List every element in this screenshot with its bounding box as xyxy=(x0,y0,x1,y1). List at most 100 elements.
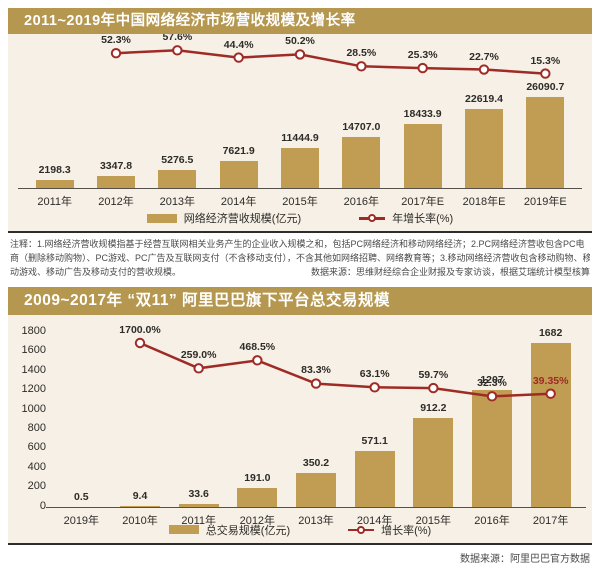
y-axis-tick-label: 400 xyxy=(27,460,46,473)
bar xyxy=(530,342,571,507)
bar-value-label: 18433.9 xyxy=(403,108,442,120)
notes-line-2: 商（删除移动购物）、PC游戏、PC广告及互联网支付（不含移动支付），不含其他如网… xyxy=(10,252,590,263)
bottom-chart-legend: 总交易规模(亿元) 增长率(%) xyxy=(8,522,592,538)
x-axis-label: 2019年 xyxy=(63,514,100,527)
bottom-chart-title: 2009~2017年 “双11” 阿里巴巴旗下平台总交易规模 xyxy=(8,286,592,315)
x-axis-label: 2013年 xyxy=(298,514,334,527)
x-axis-label: 2015年 xyxy=(282,196,318,208)
line-marker xyxy=(294,49,306,60)
bar-value-label: 571.1 xyxy=(361,434,388,447)
notes-block: 注释：1.网络经济营收规模指基于经营互联网相关业务产生的企业收入规模之和，包括P… xyxy=(8,233,592,283)
growth-value-label: 15.3% xyxy=(530,54,561,67)
line-marker xyxy=(193,362,204,374)
bar xyxy=(178,503,219,507)
bar-value-label: 912.2 xyxy=(420,401,447,414)
line-marker xyxy=(428,382,439,394)
line-marker xyxy=(233,52,244,63)
legend-item-growth: 增长率(%) xyxy=(348,522,431,538)
bar-value-label: 26090.7 xyxy=(526,81,565,93)
y-axis-tick-label: 1000 xyxy=(21,402,46,415)
line-marker xyxy=(417,62,428,74)
x-axis-label: 2011年 xyxy=(181,514,216,527)
legend-item-growth: 年增长率(%) xyxy=(359,210,453,226)
legend-growth-label: 增长率(%) xyxy=(381,524,432,537)
bar-value-label: 5276.5 xyxy=(161,154,194,166)
line-marker xyxy=(134,337,146,349)
x-axis-label: 2012年 xyxy=(98,196,134,208)
line-marker xyxy=(369,381,380,393)
bar xyxy=(120,505,160,507)
x-axis-label: 2015年 xyxy=(415,514,452,527)
x-axis-label: 2012年 xyxy=(239,514,276,527)
y-axis-tick-label: 1400 xyxy=(21,363,46,376)
legend-item-revenue: 网络经济营收规模(亿元) xyxy=(146,210,302,226)
x-axis-label: 2016年 xyxy=(474,514,510,527)
bar xyxy=(237,487,278,507)
growth-value-label: 468.5% xyxy=(239,341,276,354)
x-axis-label: 2017年E xyxy=(401,196,445,208)
x-axis-label: 2016年 xyxy=(343,196,380,208)
bar xyxy=(403,124,442,188)
x-axis-label: 2018年E xyxy=(462,196,506,208)
legend-growth-label: 年增长率(%) xyxy=(392,213,454,225)
y-axis-tick-label: 1200 xyxy=(21,383,46,396)
bar-value-label: 191.0 xyxy=(244,471,271,484)
bar xyxy=(296,472,336,507)
legend-gmv-label: 总交易规模(亿元) xyxy=(205,524,291,537)
notes-source: 数据来源：思维财经综合企业财报及专家访谈，根据艾瑞统计模型核算 xyxy=(310,266,590,277)
divider-top xyxy=(8,231,592,233)
y-axis-tick-label: 200 xyxy=(27,480,46,493)
bar xyxy=(472,389,512,507)
bar xyxy=(413,417,454,507)
y-axis-tick-label: 0 xyxy=(39,499,46,512)
bar-value-label: 1682 xyxy=(538,326,563,339)
x-axis-label: 2013年 xyxy=(159,196,196,208)
divider-bottom xyxy=(8,542,592,545)
x-axis-label: 2014年 xyxy=(220,196,257,208)
bar-value-label: 9.4 xyxy=(132,489,148,502)
bar-value-label: 22619.4 xyxy=(465,93,503,105)
growth-value-label: 39.35% xyxy=(532,374,569,387)
bar-swatch-icon xyxy=(146,213,177,223)
top-chart-title: 2011~2019年中国网络经济市场营收规模及增长率 xyxy=(8,8,592,34)
bar-value-label: 3347.8 xyxy=(99,160,133,172)
line-marker xyxy=(110,48,122,59)
x-axis-label: 2017年 xyxy=(532,514,569,527)
footer-source: 数据来源：阿里巴巴官方数据 xyxy=(460,553,590,565)
bottom-chart-canvas: 总交易规模(亿元) 增长率(%) 0 200 400 600 800 1000 1200 14… xyxy=(8,314,592,543)
bar-value-label: 14707.0 xyxy=(342,121,381,133)
bar xyxy=(158,170,197,188)
line-marker xyxy=(478,64,490,75)
bar xyxy=(97,176,135,188)
line-marker xyxy=(172,45,183,56)
bar xyxy=(465,109,503,188)
x-axis-line xyxy=(18,188,582,189)
bar xyxy=(35,180,74,188)
notes-line-1: 注释：1.网络经济营收规模指基于经营互联网相关业务产生的企业收入规模之和，包括P… xyxy=(10,239,585,249)
y-axis-tick-label: 800 xyxy=(27,422,46,435)
bar-value-label: 2198.3 xyxy=(38,164,71,176)
growth-value-label: 52.3% xyxy=(101,34,131,47)
bar-value-label: 350.2 xyxy=(302,456,330,469)
line-marker xyxy=(356,61,367,72)
growth-value-label: 44.4% xyxy=(223,38,254,51)
legend-item-gmv: 总交易规模(亿元) xyxy=(168,522,291,538)
bar-value-label: 11444.9 xyxy=(281,132,319,144)
x-axis-label: 2019年E xyxy=(523,196,567,208)
x-axis-label: 2011年 xyxy=(37,196,72,208)
notes-line-3: 动游戏、移动广告及移动支付的营收规模。 xyxy=(10,266,182,277)
line-marker xyxy=(540,68,551,79)
growth-value-label: 57.6% xyxy=(162,34,193,44)
line-marker xyxy=(252,354,263,366)
line-marker-icon xyxy=(348,525,375,535)
legend-revenue-label: 网络经济营收规模(亿元) xyxy=(183,213,302,225)
bar-value-label: 0.5 xyxy=(74,490,89,503)
bar xyxy=(354,450,395,507)
growth-value-label: 50.2% xyxy=(285,35,315,48)
growth-value-label: 1700.0% xyxy=(119,323,161,336)
top-chart-legend: 网络经济营收规模(亿元) 年增长率(%) xyxy=(8,210,592,226)
bar xyxy=(526,97,565,188)
line-marker xyxy=(310,378,322,389)
y-axis-tick-label: 1600 xyxy=(21,344,46,357)
x-axis-label: 2014年 xyxy=(356,514,393,527)
